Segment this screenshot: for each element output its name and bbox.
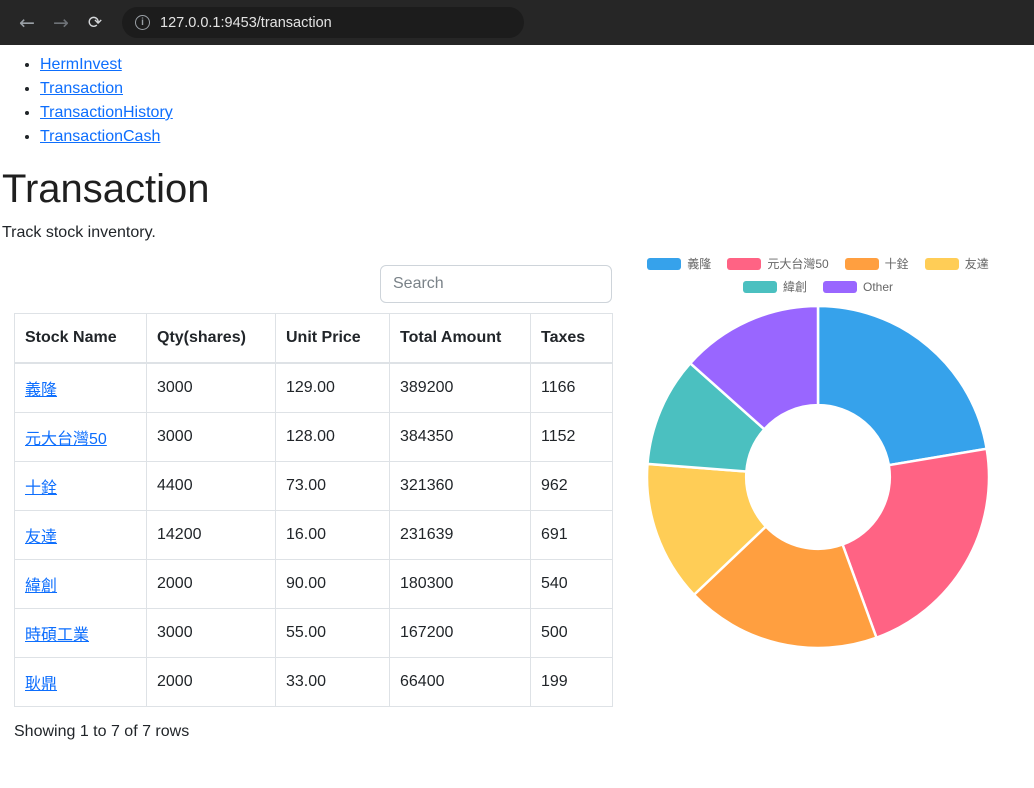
nav-link-herminvest[interactable]: HermInvest	[40, 56, 122, 73]
price-cell: 33.00	[275, 656, 390, 707]
legend-label: Other	[863, 280, 894, 294]
back-icon[interactable]: ←	[19, 11, 35, 34]
nav-link-list: HermInvest Transaction TransactionHistor…	[0, 53, 1034, 149]
price-cell: 129.00	[275, 362, 390, 413]
total-cell: 321360	[389, 460, 531, 511]
header-stock-name: Stock Name	[14, 313, 147, 364]
taxes-cell: 199	[530, 656, 613, 707]
legend-item[interactable]: Other	[823, 280, 893, 294]
taxes-cell: 1152	[530, 411, 613, 462]
taxes-cell: 962	[530, 460, 613, 511]
nav-link-transactionhistory[interactable]: TransactionHistory	[40, 104, 173, 121]
taxes-cell: 540	[530, 558, 613, 609]
nav-item: HermInvest	[40, 53, 1034, 77]
total-cell: 66400	[389, 656, 531, 707]
search-input[interactable]	[380, 265, 612, 303]
reload-icon[interactable]: ⟳	[87, 12, 103, 33]
stock-table: Stock Name Qty(shares) Unit Price Total …	[14, 313, 613, 707]
donut-segment-5[interactable]	[688, 304, 820, 432]
page-subtitle: Track stock inventory.	[2, 224, 156, 241]
legend-item[interactable]: 十銓	[844, 257, 909, 271]
total-cell: 167200	[389, 607, 531, 658]
total-cell: 389200	[389, 362, 531, 413]
address-bar[interactable]: i 127.0.0.1:9453/transaction	[122, 7, 524, 38]
nav-link-transactioncash[interactable]: TransactionCash	[40, 128, 161, 145]
table-row: 元大台灣50 3000 128.00 384350 1152	[14, 411, 613, 462]
donut-segment-2[interactable]	[692, 524, 879, 650]
nav-item: Transaction	[40, 77, 1034, 101]
price-cell: 16.00	[275, 509, 390, 560]
price-cell: 73.00	[275, 460, 390, 511]
legend-swatch	[647, 258, 682, 270]
table-row: 友達 14200 16.00 231639 691	[14, 509, 613, 560]
header-taxes: Taxes	[530, 313, 613, 364]
table-row: 緯創 2000 90.00 180300 540	[14, 558, 613, 609]
donut-segment-3[interactable]	[645, 462, 768, 597]
header-qty: Qty(shares)	[146, 313, 276, 364]
legend-label: 元大台灣50	[767, 257, 829, 271]
legend-swatch	[823, 281, 857, 293]
legend-label: 緯創	[782, 280, 807, 294]
page-info-icon[interactable]: i	[135, 15, 150, 30]
legend-label: 友達	[964, 257, 989, 271]
stock-link[interactable]: 緯創	[25, 577, 58, 595]
qty-cell: 14200	[146, 509, 276, 560]
page-title: Transaction	[2, 167, 210, 211]
table-row: 十銓 4400 73.00 321360 962	[14, 460, 613, 511]
table-row: 義隆 3000 129.00 389200 1166	[14, 362, 613, 413]
donut-chart-area	[622, 304, 1014, 655]
main-content: Stock Name Qty(shares) Unit Price Total …	[0, 245, 1034, 775]
price-cell: 90.00	[275, 558, 390, 609]
legend-item[interactable]: 友達	[924, 257, 989, 271]
legend-item[interactable]: 緯創	[742, 280, 807, 294]
qty-cell: 3000	[146, 362, 276, 413]
stock-link[interactable]: 義隆	[25, 381, 58, 399]
url-text[interactable]: 127.0.0.1:9453/transaction	[160, 14, 332, 31]
legend-swatch	[844, 258, 879, 270]
header-unit-price: Unit Price	[275, 313, 390, 364]
legend-item[interactable]: 義隆	[647, 257, 711, 271]
qty-cell: 3000	[146, 607, 276, 658]
table-row: 時碩工業 3000 55.00 167200 500	[14, 607, 613, 658]
legend-swatch	[727, 258, 762, 270]
legend-item[interactable]: 元大台灣50	[727, 257, 829, 271]
donut-segment-0[interactable]	[816, 304, 989, 467]
pagination-status: Showing 1 to 7 of 7 rows	[14, 723, 190, 740]
total-cell: 231639	[389, 509, 531, 560]
taxes-cell: 1166	[530, 362, 613, 413]
legend-label: 十銓	[884, 257, 909, 271]
chart-legend: 義隆 元大台灣50 十銓 友達 緯創 Other	[632, 257, 1004, 294]
qty-cell: 2000	[146, 656, 276, 707]
legend-label: 義隆	[687, 257, 712, 271]
table-header-row: Stock Name Qty(shares) Unit Price Total …	[14, 313, 613, 364]
nav-item: TransactionHistory	[40, 101, 1034, 125]
stock-link[interactable]: 友達	[25, 528, 58, 546]
stock-link[interactable]: 耿鼎	[25, 675, 58, 693]
stock-link[interactable]: 時碩工業	[25, 626, 90, 644]
table-row: 耿鼎 2000 33.00 66400 199	[14, 656, 613, 707]
qty-cell: 3000	[146, 411, 276, 462]
forward-icon[interactable]: →	[53, 11, 69, 34]
header-total-amount: Total Amount	[389, 313, 531, 364]
total-cell: 180300	[389, 558, 531, 609]
donut-segment-1[interactable]	[840, 447, 991, 640]
taxes-cell: 691	[530, 509, 613, 560]
browser-toolbar: ← → ⟳ i 127.0.0.1:9453/transaction	[0, 0, 1034, 45]
nav-link-transaction[interactable]: Transaction	[40, 80, 123, 97]
stock-link[interactable]: 十銓	[25, 479, 58, 497]
qty-cell: 4400	[146, 460, 276, 511]
price-cell: 128.00	[275, 411, 390, 462]
total-cell: 384350	[389, 411, 531, 462]
legend-swatch	[924, 258, 959, 270]
donut-chart	[645, 304, 991, 650]
legend-swatch	[742, 281, 777, 293]
price-cell: 55.00	[275, 607, 390, 658]
nav-item: TransactionCash	[40, 125, 1034, 149]
stock-link[interactable]: 元大台灣50	[25, 430, 107, 448]
taxes-cell: 500	[530, 607, 613, 658]
qty-cell: 2000	[146, 558, 276, 609]
chart-panel: 義隆 元大台灣50 十銓 友達 緯創 Other	[622, 257, 1014, 655]
